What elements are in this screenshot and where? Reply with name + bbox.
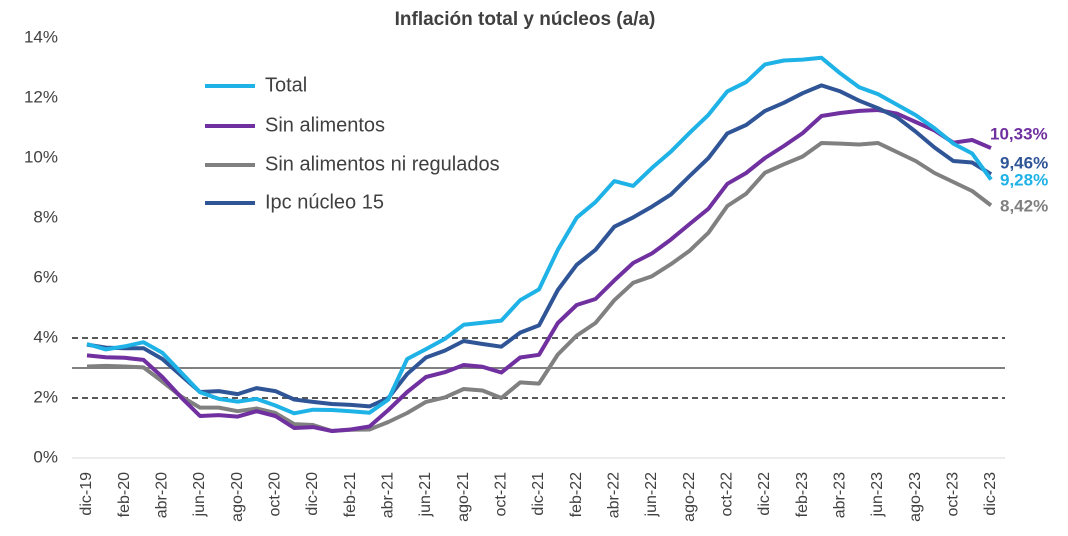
x-tick-label: ago-22 <box>681 472 698 522</box>
series-line <box>86 108 992 433</box>
x-tick-label: oct-23 <box>945 472 962 517</box>
x-tick-label: feb-23 <box>794 472 811 517</box>
legend-label: Total <box>265 74 307 96</box>
x-tick-label: ago-21 <box>455 472 472 522</box>
x-tick-label: feb-20 <box>116 472 133 517</box>
x-tick-label: oct-20 <box>267 472 284 517</box>
y-tick-label: 14% <box>24 27 58 46</box>
x-tick-label: ago-20 <box>229 472 246 522</box>
x-tick-label: dic-20 <box>304 472 321 516</box>
chart-title: Inflación total y núcleos (a/a) <box>395 9 656 30</box>
x-tick-label: dic-19 <box>78 472 95 516</box>
x-tick-label: feb-21 <box>342 472 359 517</box>
x-tick-label: feb-22 <box>568 472 585 517</box>
legend-label: Sin alimentos <box>265 114 385 136</box>
x-tick-label: dic-23 <box>982 472 999 516</box>
legend-label: Ipc núcleo 15 <box>265 191 384 213</box>
legend-label: Sin alimentos ni regulados <box>265 153 500 175</box>
x-tick-label: jun-20 <box>191 472 208 518</box>
x-tick-label: abr-23 <box>832 472 849 518</box>
series-line <box>86 141 993 433</box>
series-line <box>86 83 993 409</box>
end-label: 8,42% <box>1000 196 1048 215</box>
end-label: 9,46% <box>1000 153 1048 172</box>
x-tick-label: dic-21 <box>530 472 547 516</box>
y-tick-label: 8% <box>33 207 58 226</box>
x-tick-label: jun-23 <box>869 472 886 518</box>
y-tick-label: 10% <box>24 147 58 166</box>
y-tick-label: 0% <box>33 447 58 466</box>
x-tick-label: dic-22 <box>756 472 773 516</box>
x-tick-label: ago-23 <box>907 472 924 522</box>
x-tick-label: oct-21 <box>493 472 510 517</box>
x-tick-label: oct-22 <box>719 472 736 517</box>
x-tick-label: jun-22 <box>643 472 660 518</box>
y-tick-label: 12% <box>24 87 58 106</box>
x-tick-label: abr-21 <box>380 472 397 518</box>
series-line <box>86 55 993 416</box>
end-label: 9,28% <box>1000 170 1048 189</box>
x-tick-label: abr-20 <box>154 472 171 518</box>
y-tick-label: 2% <box>33 387 58 406</box>
y-tick-label: 4% <box>33 327 58 346</box>
y-tick-label: 6% <box>33 267 58 286</box>
end-label: 10,33% <box>990 124 1048 143</box>
x-tick-label: abr-22 <box>606 472 623 518</box>
x-tick-label: jun-21 <box>417 472 434 518</box>
